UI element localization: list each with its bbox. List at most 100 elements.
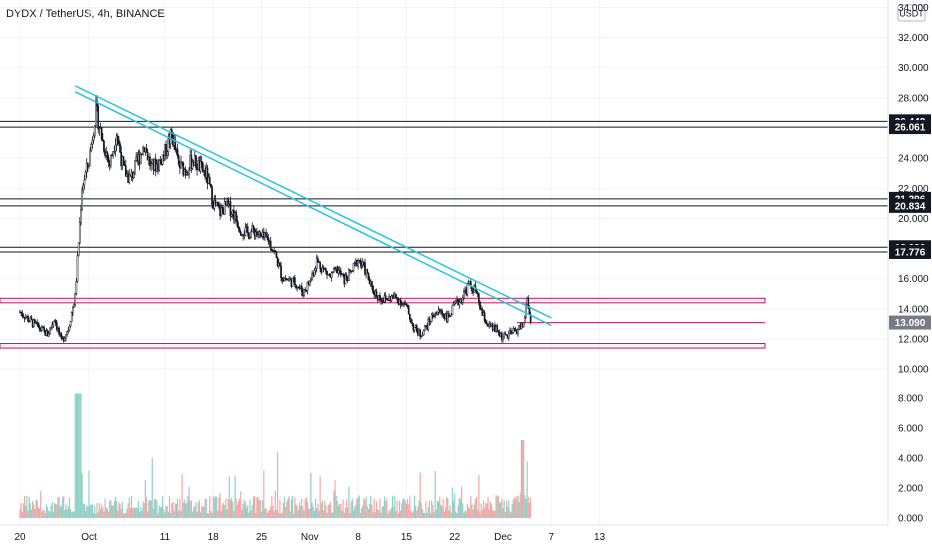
volume-bar — [34, 508, 36, 518]
volume-bar — [471, 504, 473, 518]
candle-body — [396, 297, 399, 300]
candle-body — [345, 275, 348, 280]
candle-body — [202, 162, 204, 172]
candle-body — [291, 278, 294, 287]
volume-bar — [381, 506, 383, 518]
price-tick-label: 12.000 — [898, 335, 929, 346]
volume-bar — [193, 507, 195, 518]
candle-body — [116, 135, 119, 141]
currency-badge[interactable] — [897, 4, 926, 22]
candle-body — [55, 322, 58, 330]
candle-body — [507, 333, 510, 339]
volume-bar — [127, 503, 129, 518]
volume-bar — [72, 511, 74, 518]
candle-body — [310, 279, 312, 282]
trendline-channel[interactable] — [74, 85, 552, 327]
candle-body — [238, 228, 241, 233]
volume-bar — [273, 511, 275, 518]
time-tick-label: 22 — [449, 532, 461, 543]
candle-body — [106, 152, 109, 158]
volume-bar — [119, 504, 121, 518]
volume-bar — [389, 511, 391, 518]
candle-body — [361, 261, 364, 266]
volume-bar — [249, 499, 251, 518]
volume-bar — [239, 498, 241, 518]
volume-bar — [259, 500, 261, 518]
candle-body — [504, 333, 507, 335]
candle-body — [503, 333, 505, 338]
candle-body — [406, 304, 409, 307]
candle-body — [213, 200, 216, 209]
volume-bar — [81, 473, 83, 518]
volume-bar — [90, 504, 92, 518]
volume-bar — [312, 506, 314, 518]
currency-label[interactable]: USDT — [899, 9, 924, 19]
volume-bar — [194, 505, 196, 518]
volume-bar — [56, 504, 58, 518]
volume-bar — [323, 510, 325, 518]
candle-body — [52, 321, 55, 326]
candle-body — [448, 313, 450, 317]
price-axis[interactable]: USDT 34.000 32.000 30.000 28.000 24.000 22.00… — [887, 0, 929, 525]
volume-bar — [487, 497, 489, 518]
candle-body — [76, 255, 79, 282]
volume-bar — [310, 472, 312, 518]
volume-bar — [421, 508, 424, 518]
candle-body — [420, 335, 423, 338]
volume-bar — [302, 506, 304, 518]
volume-bar — [397, 513, 399, 518]
volume-bar — [234, 475, 236, 518]
candle-body — [410, 319, 412, 323]
candle-body — [177, 155, 180, 164]
candle-body — [274, 250, 277, 253]
candle-body — [412, 323, 415, 331]
volume-bar — [352, 509, 355, 518]
candle-body — [167, 138, 170, 152]
volume-bar — [36, 500, 38, 518]
candle-body — [58, 328, 60, 335]
volume-bar — [341, 510, 343, 518]
price-tick-label: 34.000 — [898, 3, 929, 14]
candle-body — [210, 184, 212, 188]
volume-bar — [217, 510, 219, 518]
volume-bar — [79, 393, 81, 518]
candle-body — [366, 269, 369, 274]
volume-bar — [254, 496, 256, 518]
candle-body — [483, 312, 486, 322]
candle-body — [451, 304, 454, 316]
volume-bar — [113, 500, 115, 518]
volume-bar — [87, 507, 89, 518]
volume-bar — [358, 495, 360, 518]
candle-body — [496, 325, 499, 332]
candle-body — [169, 129, 172, 145]
volume-bar — [121, 502, 123, 518]
volume-bar — [521, 440, 524, 518]
volume-bar — [220, 510, 222, 518]
time-tick-label: 11 — [160, 532, 171, 543]
volume-bar — [201, 506, 203, 518]
volume-bar — [478, 475, 480, 518]
volume-bar — [71, 512, 73, 518]
candle-body — [430, 314, 433, 322]
candle-body — [479, 301, 481, 310]
candle-body — [331, 271, 334, 274]
volume-bar — [318, 510, 320, 518]
volume-bar — [371, 504, 373, 518]
volume-bar — [74, 393, 76, 518]
volume-bar — [409, 496, 411, 518]
volume-bar — [438, 501, 440, 518]
volume-bar — [183, 499, 186, 518]
volume-bar — [150, 500, 152, 518]
volume-bar — [241, 510, 243, 518]
candle-body — [145, 147, 148, 153]
time-axis[interactable]: 20 Oct 11 18 25 Nov 8 15 22 Dec 7 13 — [0, 524, 888, 543]
volume-bar — [25, 505, 27, 518]
volume-bar — [297, 510, 299, 518]
candle-body — [427, 318, 430, 330]
volume-bar — [20, 502, 22, 518]
volume-bar — [396, 500, 398, 518]
volume-bar — [494, 510, 496, 518]
candle-body — [91, 140, 94, 145]
candle-body — [266, 236, 269, 239]
